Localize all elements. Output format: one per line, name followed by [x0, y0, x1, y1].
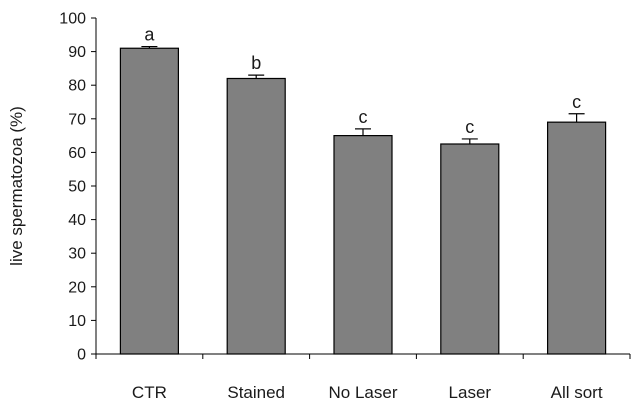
y-tick-label: 30 [68, 246, 86, 263]
y-tick-label: 80 [68, 78, 86, 95]
significance-letter: c [359, 107, 368, 127]
y-tick-label: 10 [68, 313, 86, 330]
x-axis-labels: CTR Stained No Laser Laser All sort [95, 354, 631, 402]
y-tick-label: 90 [68, 44, 86, 61]
y-axis-label: live spermatozoa (%) [7, 106, 26, 266]
bar [546, 121, 607, 355]
y-tick-label: 50 [68, 179, 86, 196]
y-tick-label: 100 [59, 11, 86, 28]
x-tick-label: Stained [227, 383, 285, 402]
significance-letter: b [251, 53, 261, 73]
bar [333, 135, 393, 355]
significance-letter: a [144, 25, 155, 45]
x-tick-label: No Laser [329, 383, 398, 402]
x-tick-label: CTR [132, 383, 167, 402]
significance-letter: c [572, 92, 581, 112]
x-tick-label: Laser [449, 383, 492, 402]
bar [440, 143, 500, 355]
y-tick-label: 40 [68, 212, 86, 229]
bar [119, 47, 180, 355]
x-tick-label: All sort [551, 383, 603, 402]
y-tick-label: 60 [68, 145, 86, 162]
bar [226, 77, 286, 355]
bars: a b c c c [119, 25, 607, 355]
significance-letter: c [465, 117, 474, 137]
y-tick-label: 0 [77, 347, 86, 364]
y-axis-ticks: 0 10 20 30 40 50 60 70 80 90 100 [59, 11, 96, 364]
y-tick-label: 20 [68, 279, 86, 296]
y-tick-label: 70 [68, 111, 86, 128]
